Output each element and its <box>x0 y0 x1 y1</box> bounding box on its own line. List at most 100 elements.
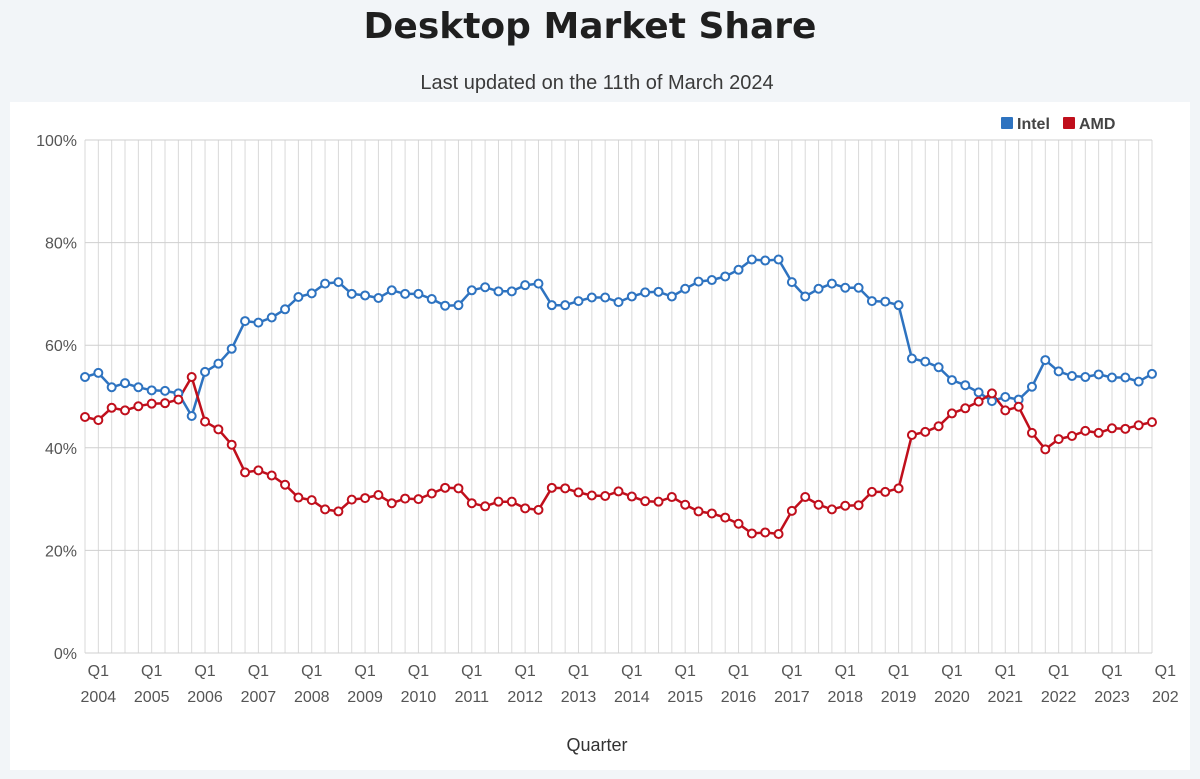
data-point-amd <box>440 482 451 493</box>
data-point-amd <box>746 528 757 539</box>
x-tick-year: 2020 <box>934 689 970 706</box>
data-point-amd <box>893 483 904 494</box>
x-tick-year: 2015 <box>667 689 703 706</box>
data-point-intel <box>533 278 544 289</box>
data-point-intel <box>320 278 331 289</box>
data-point-amd <box>1066 431 1077 442</box>
data-point-intel <box>400 288 411 299</box>
legend-swatch-amd <box>1063 117 1075 129</box>
data-point-intel <box>693 276 704 287</box>
data-point-intel <box>853 282 864 293</box>
data-point-intel <box>773 254 784 265</box>
data-point-intel <box>893 300 904 311</box>
data-point-intel <box>413 288 424 299</box>
x-tick-quarter: Q1 <box>354 663 375 680</box>
data-point-intel <box>480 282 491 293</box>
data-point-intel <box>373 293 384 304</box>
data-point-intel <box>360 290 371 301</box>
series-points <box>80 254 1157 539</box>
data-point-intel <box>93 367 104 378</box>
x-tick-year: 2011 <box>455 689 490 706</box>
x-tick-quarter: Q1 <box>888 663 909 680</box>
x-tick-year: 2005 <box>134 689 170 706</box>
data-point-intel <box>640 287 651 298</box>
data-point-amd <box>226 439 237 450</box>
data-point-intel <box>160 385 171 396</box>
x-tick-quarter: Q1 <box>781 663 802 680</box>
x-tick-year: 2008 <box>294 689 330 706</box>
data-point-intel <box>840 282 851 293</box>
x-tick-quarter: Q1 <box>248 663 269 680</box>
data-point-intel <box>293 291 304 302</box>
data-point-amd <box>306 495 317 506</box>
x-tick-quarter: Q1 <box>1155 663 1176 680</box>
data-point-amd <box>360 493 371 504</box>
data-point-amd <box>680 499 691 510</box>
data-point-amd <box>533 504 544 515</box>
data-point-amd <box>560 483 571 494</box>
data-point-amd <box>93 415 104 426</box>
data-point-intel <box>200 366 211 377</box>
data-point-amd <box>493 496 504 507</box>
data-point-amd <box>320 504 331 515</box>
x-tick-year: 2022 <box>1041 689 1077 706</box>
data-point-intel <box>440 300 451 311</box>
y-tick-label: 60% <box>45 338 77 355</box>
data-point-amd <box>920 426 931 437</box>
data-point-intel <box>920 356 931 367</box>
data-point-intel <box>1093 369 1104 380</box>
data-point-amd <box>506 496 517 507</box>
data-point-intel <box>560 300 571 311</box>
data-point-amd <box>880 486 891 497</box>
x-tick-year: 2021 <box>987 689 1023 706</box>
x-tick-year: 2016 <box>721 689 757 706</box>
data-point-amd <box>1080 425 1091 436</box>
data-point-intel <box>106 382 117 393</box>
data-point-intel <box>786 277 797 288</box>
data-point-amd <box>253 465 264 476</box>
data-point-amd <box>200 416 211 427</box>
legend-swatch-intel <box>1001 117 1013 129</box>
x-tick-year: 2014 <box>614 689 650 706</box>
data-point-intel <box>493 286 504 297</box>
x-tick-year: 2009 <box>347 689 383 706</box>
x-tick-year: 2019 <box>881 689 917 706</box>
data-point-amd <box>800 492 811 503</box>
x-tick-year: 2007 <box>241 689 277 706</box>
data-point-intel <box>680 283 691 294</box>
legend-label-intel: Intel <box>1017 116 1050 133</box>
chart-subtitle: Last updated on the 11th of March 2024 <box>420 72 774 94</box>
data-point-intel <box>800 291 811 302</box>
x-tick-quarter: Q1 <box>88 663 109 680</box>
x-tick-quarter: Q1 <box>301 663 322 680</box>
x-tick-year: 2010 <box>401 689 437 706</box>
data-point-intel <box>1080 372 1091 383</box>
y-tick-label: 40% <box>45 441 77 458</box>
data-point-intel <box>573 296 584 307</box>
data-point-amd <box>693 506 704 517</box>
data-point-amd <box>453 483 464 494</box>
x-tick-quarter: Q1 <box>941 663 962 680</box>
data-point-amd <box>640 496 651 507</box>
x-tick-quarter: Q1 <box>194 663 215 680</box>
data-point-amd <box>373 489 384 500</box>
data-point-intel <box>1133 376 1144 387</box>
x-tick-quarter: Q1 <box>408 663 429 680</box>
data-point-amd <box>706 508 717 519</box>
data-point-amd <box>933 421 944 432</box>
data-point-intel <box>666 291 677 302</box>
x-axis-title: Quarter <box>566 735 627 755</box>
data-point-amd <box>146 398 157 409</box>
data-point-intel <box>826 278 837 289</box>
data-point-intel <box>1147 368 1157 379</box>
data-point-intel <box>520 280 531 291</box>
data-point-amd <box>946 408 957 419</box>
data-point-intel <box>426 294 437 305</box>
data-point-amd <box>1040 444 1051 455</box>
data-point-amd <box>173 394 184 405</box>
data-point-intel <box>346 288 357 299</box>
data-point-intel <box>1040 355 1051 366</box>
data-point-intel <box>613 297 624 308</box>
data-point-amd <box>280 479 291 490</box>
data-point-intel <box>146 385 157 396</box>
